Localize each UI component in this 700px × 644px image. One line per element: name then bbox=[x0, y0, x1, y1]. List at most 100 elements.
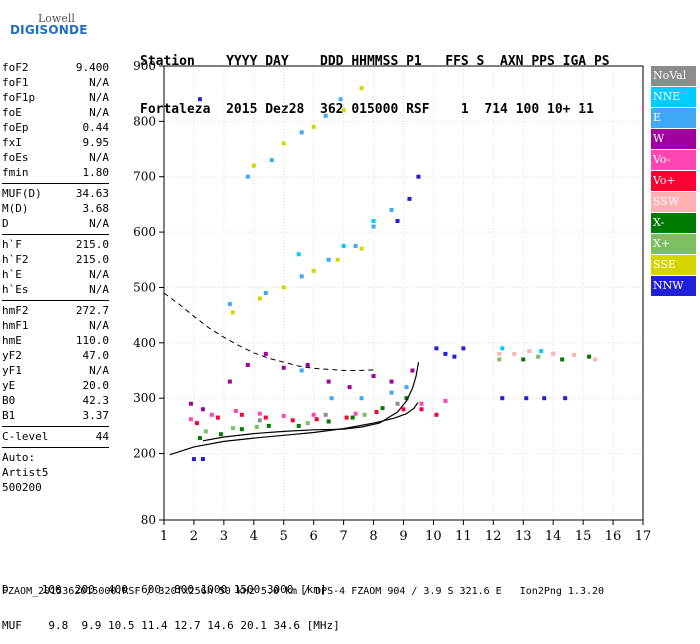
y-tick-label: 200 bbox=[133, 447, 156, 461]
data-point-e bbox=[227, 302, 232, 307]
plot-frame bbox=[163, 65, 644, 521]
legend-item-nne: NNE bbox=[651, 87, 696, 107]
data-point-e bbox=[245, 174, 250, 179]
x-tick-label: 12 bbox=[485, 529, 502, 544]
param-name: yF2 bbox=[2, 349, 22, 362]
x-tick-label: 16 bbox=[605, 529, 622, 544]
legend-item-nnw: NNW bbox=[651, 276, 696, 296]
param-name: hmF1 bbox=[2, 319, 29, 332]
data-point-vo- bbox=[344, 415, 349, 420]
data-point-ssw bbox=[551, 351, 556, 356]
data-point-e bbox=[263, 291, 268, 295]
data-point-w bbox=[305, 362, 310, 367]
divider bbox=[2, 183, 109, 184]
data-point-sse bbox=[359, 86, 364, 91]
y-tick-label: 300 bbox=[133, 391, 156, 405]
data-point-sse bbox=[311, 268, 316, 273]
param-value: 0.44 bbox=[82, 121, 110, 134]
data-point-e bbox=[329, 396, 334, 401]
footer-d-line: D 100 200 400 600 800 1000 1500 3000 [km… bbox=[2, 583, 327, 596]
data-point-sse bbox=[257, 296, 262, 301]
data-point-e bbox=[359, 396, 364, 401]
x-tick-label: 10 bbox=[425, 529, 442, 544]
data-point-x- bbox=[521, 357, 526, 362]
data-point-x- bbox=[296, 423, 301, 428]
data-point-vo- bbox=[281, 413, 286, 418]
data-point-vo- bbox=[374, 410, 379, 415]
param-row: fxI 9.95 bbox=[2, 135, 109, 150]
data-point-vo- bbox=[215, 415, 220, 420]
param-value: N/A bbox=[89, 319, 109, 332]
param-value: 272.7 bbox=[75, 304, 109, 317]
legend: NoVal NNE E W Vo- Vo+ SSW X- X+ SSE NNW bbox=[651, 66, 696, 297]
data-point-w bbox=[227, 379, 232, 384]
param-name: fxI bbox=[2, 136, 22, 149]
param-name: fmin bbox=[2, 166, 29, 179]
data-point-nnw bbox=[191, 457, 196, 462]
data-point-nnw bbox=[563, 396, 568, 401]
data-point-sse bbox=[281, 141, 286, 146]
data-point-nnw bbox=[542, 396, 547, 401]
param-name: foEp bbox=[2, 121, 29, 134]
data-point-ssw bbox=[572, 353, 577, 358]
param-row: hmF1 N/A bbox=[2, 318, 109, 333]
param-row: B1 3.37 bbox=[2, 408, 109, 423]
x-tick-label: 11 bbox=[455, 529, 472, 544]
auto-line3: 500200 bbox=[2, 481, 42, 494]
legend-item-x-: X+ bbox=[651, 234, 696, 254]
parameter-panel: foF2 9.400 foF1 N/A foF1p N/A foE N/A foEp 0.44 fx… bbox=[2, 60, 109, 495]
data-point-e bbox=[323, 113, 328, 118]
param-name: h`E bbox=[2, 268, 22, 281]
data-point-x- bbox=[239, 427, 244, 432]
data-point-vo- bbox=[311, 412, 316, 417]
param-name: M(D) bbox=[2, 202, 29, 215]
param-name: foF1p bbox=[2, 91, 36, 104]
x-tick-label: 15 bbox=[575, 529, 592, 544]
param-name: yE bbox=[2, 379, 16, 392]
param-value: N/A bbox=[89, 283, 109, 296]
data-point-w bbox=[200, 407, 205, 412]
param-value: 3.68 bbox=[82, 202, 110, 215]
param-group-4: hmF2 272.7 hmF1 N/A hmE 110.0 yF2 47.0 yF1 N/A yE 2… bbox=[2, 303, 109, 423]
param-name: foF2 bbox=[2, 61, 29, 74]
param-row: foEp 0.44 bbox=[2, 120, 109, 135]
data-point-ssw bbox=[497, 351, 502, 356]
data-point-x- bbox=[362, 412, 367, 417]
param-row: M(D) 3.68 bbox=[2, 201, 109, 216]
legend-item-ssw: SSW bbox=[651, 192, 696, 212]
x-tick-label: 17 bbox=[635, 529, 652, 544]
header-values: Fortaleza 2015 Dez28 362 015000 RSF 1 71… bbox=[140, 102, 594, 117]
data-point-nnw bbox=[407, 196, 412, 201]
legend-item-noval: NoVal bbox=[651, 66, 696, 86]
logo-lowell: Lowell bbox=[38, 12, 75, 25]
data-point-x- bbox=[305, 421, 310, 426]
ionogram-chart: 1 2 3 4 5 6 7 8 9 10 11 12 13 14 15 16 17802003004005006… bbox=[133, 59, 652, 544]
data-point-w bbox=[371, 374, 376, 379]
param-name: MUF(D) bbox=[2, 187, 42, 200]
data-point-w bbox=[281, 365, 286, 370]
param-value: 34.63 bbox=[75, 187, 109, 200]
legend-item-sse: SSE bbox=[651, 255, 696, 275]
param-name: h`F bbox=[2, 238, 22, 251]
data-point-vo- bbox=[419, 401, 424, 406]
param-name: hmF2 bbox=[2, 304, 29, 317]
data-point-x- bbox=[218, 432, 223, 437]
header-labels: Station YYYY DAY DDD HHMMSS P1 FFS S AXN… bbox=[140, 54, 610, 69]
data-point-e bbox=[338, 97, 343, 102]
y-tick-label: 900 bbox=[133, 59, 156, 73]
data-point-sse bbox=[281, 285, 286, 290]
data-point-x- bbox=[404, 396, 409, 401]
x-tick-label: 4 bbox=[250, 529, 258, 544]
param-name: yF1 bbox=[2, 364, 22, 377]
param-row: hmF2 272.7 bbox=[2, 303, 109, 318]
auto-scaling-block: Auto: Artist5 500200 bbox=[2, 450, 109, 495]
data-point-e bbox=[353, 243, 358, 248]
param-value: N/A bbox=[89, 364, 109, 377]
data-point-x- bbox=[254, 424, 259, 429]
data-point-e bbox=[404, 385, 409, 390]
data-point-vo- bbox=[353, 411, 358, 416]
file-info-line: FZAOM_2015362015000.RSF / 320fx256h 50 k… bbox=[2, 586, 605, 597]
data-point-x- bbox=[350, 415, 355, 420]
param-row: yF2 47.0 bbox=[2, 348, 109, 363]
x-tick-label: 3 bbox=[220, 529, 228, 544]
